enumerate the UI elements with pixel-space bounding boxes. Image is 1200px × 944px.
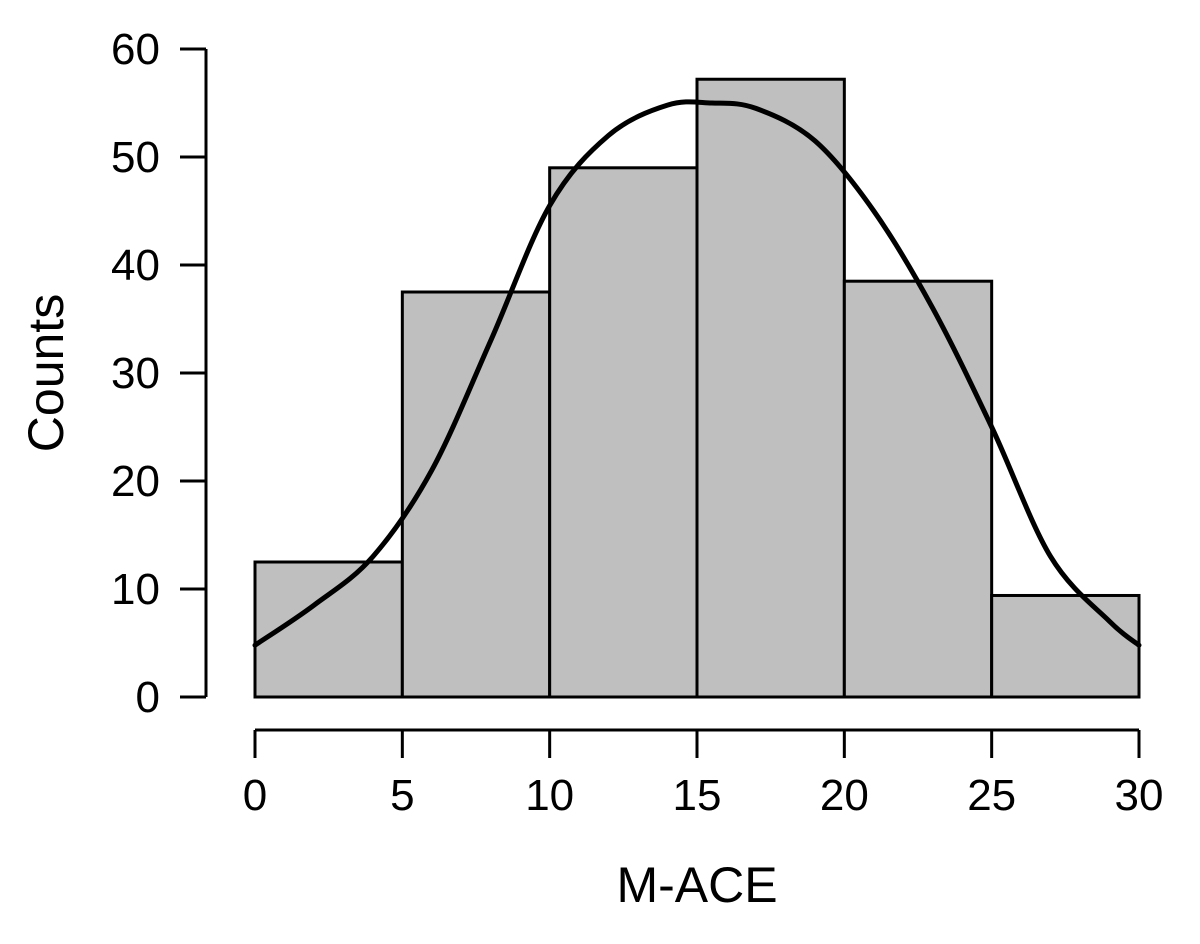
histogram-bar-20-25 <box>842 279 994 699</box>
histogram-bar-5-10 <box>400 290 552 699</box>
y-tick-label: 20 <box>111 457 160 506</box>
x-tick-label: 5 <box>390 771 414 820</box>
y-tick-label: 40 <box>111 241 160 290</box>
x-axis: 0 5 10 15 20 25 30 <box>243 728 1164 820</box>
x-tick-label: 0 <box>243 771 267 820</box>
histogram-bar-15-20 <box>695 77 846 699</box>
y-tick-label: 30 <box>111 349 160 398</box>
x-tick-label: 10 <box>525 771 574 820</box>
y-axis: 0 10 20 30 40 50 60 <box>111 25 208 722</box>
x-tick-label: 30 <box>1115 771 1164 820</box>
histogram-bar-25-30 <box>990 593 1141 699</box>
y-tick-label: 50 <box>111 133 160 182</box>
x-tick-label: 25 <box>967 771 1016 820</box>
density-curve <box>252 99 1142 648</box>
y-tick-label: 10 <box>111 565 160 614</box>
y-tick-label: 60 <box>111 25 160 74</box>
x-tick-label: 20 <box>820 771 869 820</box>
y-tick-label: 0 <box>136 673 160 722</box>
x-axis-title: M-ACE <box>616 857 777 913</box>
x-tick-label: 15 <box>673 771 722 820</box>
histogram-bar-10-15 <box>548 166 699 699</box>
y-axis-title: Counts <box>18 294 74 452</box>
histogram-bars <box>253 77 1141 699</box>
